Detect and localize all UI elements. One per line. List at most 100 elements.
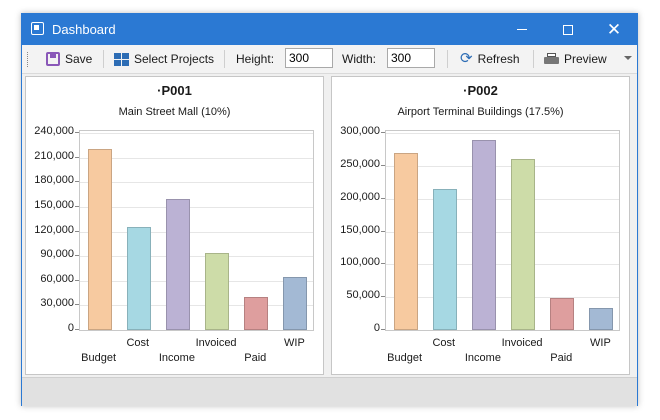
save-icon <box>46 52 60 66</box>
y-tick-mark <box>381 164 385 166</box>
y-tick-mark <box>381 263 385 265</box>
y-tick-label: 250,000 <box>340 157 380 170</box>
y-tick-mark <box>75 329 79 330</box>
preview-label: Preview <box>564 52 607 66</box>
chart-title: ·P002 <box>463 83 498 98</box>
y-tick-mark <box>75 255 79 257</box>
x-tick-label: Cost <box>126 337 150 349</box>
x-tick-label: Income <box>158 352 195 364</box>
close-icon: ✕ <box>606 20 622 39</box>
y-tick-label: 240,000 <box>34 125 74 137</box>
toolbar: Save Select Projects Height: Width: ⟳ Re… <box>22 45 637 74</box>
y-tick-mark <box>381 132 385 133</box>
x-tick-label: WIP <box>284 337 305 349</box>
title-bar[interactable]: Dashboard ✕ <box>22 14 637 45</box>
gridline <box>386 198 619 200</box>
y-tick-label: 200,000 <box>340 190 380 203</box>
width-label: Width: <box>342 52 377 66</box>
save-button[interactable]: Save <box>46 49 92 69</box>
maximize-button[interactable] <box>545 14 591 45</box>
y-tick-mark <box>75 279 79 281</box>
y-tick-label: 30,000 <box>40 297 74 310</box>
height-label: Height: <box>236 52 275 66</box>
bar-budget[interactable] <box>393 152 418 330</box>
width-input[interactable] <box>387 48 435 68</box>
gridline <box>80 206 313 208</box>
preview-button[interactable]: Preview <box>544 49 607 69</box>
y-tick-mark <box>75 230 79 232</box>
save-label: Save <box>65 52 93 66</box>
bar-wip[interactable] <box>589 308 614 330</box>
window-title: Dashboard <box>52 22 116 37</box>
minimize-button[interactable] <box>499 14 545 45</box>
y-tick-label: 180,000 <box>34 174 74 187</box>
y-tick-label: 60,000 <box>40 272 74 285</box>
bar-income[interactable] <box>165 198 190 330</box>
chart-title: ·P001 <box>157 83 192 98</box>
toolbar-grip-icon[interactable] <box>27 52 31 67</box>
x-tick-label: Paid <box>244 352 267 364</box>
bar-cost[interactable] <box>432 188 457 330</box>
y-tick-label: 120,000 <box>34 223 74 236</box>
app-icon <box>31 22 44 35</box>
minimize-icon <box>517 29 527 30</box>
y-tick-mark <box>75 156 79 158</box>
bar-invoiced[interactable] <box>511 159 536 330</box>
y-tick-label: 0 <box>67 322 74 334</box>
gridline <box>80 157 313 159</box>
x-tick-label: Invoiced <box>195 337 237 349</box>
x-tick-label: Cost <box>432 337 456 349</box>
y-tick-mark <box>75 181 79 183</box>
y-tick-label: 300,000 <box>340 125 380 137</box>
chart-panel-p002: ·P002 Airport Terminal Buildings (17.5%)… <box>331 76 630 375</box>
x-tick-label: WIP <box>590 337 611 349</box>
printer-icon <box>544 53 559 65</box>
bar-paid[interactable] <box>244 297 269 330</box>
y-tick-mark <box>75 205 79 207</box>
y-tick-mark <box>381 230 385 232</box>
toolbar-separator <box>447 50 448 68</box>
gridline <box>386 231 619 233</box>
gridline <box>386 165 619 167</box>
bar-cost[interactable] <box>126 226 151 330</box>
bar-wip[interactable] <box>283 276 308 330</box>
gridline <box>80 182 313 184</box>
height-input[interactable] <box>285 48 333 68</box>
y-tick-mark <box>381 296 385 298</box>
toolbar-overflow-icon[interactable] <box>624 56 632 60</box>
chart-subtitle: Airport Terminal Buildings (17.5%) <box>397 106 564 118</box>
chart-subtitle: Main Street Mall (10%) <box>118 106 231 118</box>
gridline <box>80 256 313 258</box>
toolbar-separator <box>533 50 534 68</box>
y-tick-label: 0 <box>373 322 380 334</box>
select-projects-button[interactable]: Select Projects <box>114 49 214 69</box>
y-tick-mark <box>381 329 385 330</box>
x-tick-label: Invoiced <box>501 337 543 349</box>
plot-area <box>385 130 620 331</box>
toolbar-separator <box>103 50 104 68</box>
dashboard-window: Dashboard ✕ Save Select Projects Height:… <box>21 13 638 406</box>
refresh-button[interactable]: ⟳ Refresh <box>460 49 520 69</box>
bar-income[interactable] <box>471 139 496 330</box>
y-tick-mark <box>75 304 79 306</box>
y-tick-label: 50,000 <box>346 289 380 302</box>
gridline <box>386 297 619 299</box>
refresh-icon: ⟳ <box>460 50 473 67</box>
plot-area <box>79 130 314 331</box>
bar-invoiced[interactable] <box>205 252 230 330</box>
chart-panel-p001: ·P001 Main Street Mall (10%) 0 30,000 60,0… <box>25 76 324 375</box>
close-button[interactable]: ✕ <box>591 14 637 45</box>
x-tick-label: Budget <box>387 352 423 364</box>
x-tick-label: Income <box>464 352 501 364</box>
gridline <box>386 264 619 266</box>
gridline <box>386 133 619 134</box>
gridline <box>80 231 313 233</box>
y-tick-label: 90,000 <box>40 248 74 261</box>
bar-paid[interactable] <box>550 297 575 330</box>
gridline <box>80 280 313 282</box>
maximize-icon <box>563 24 573 35</box>
bar-budget[interactable] <box>87 148 112 330</box>
gridline <box>80 305 313 307</box>
toolbar-separator <box>224 50 225 68</box>
y-tick-label: 150,000 <box>340 223 380 236</box>
